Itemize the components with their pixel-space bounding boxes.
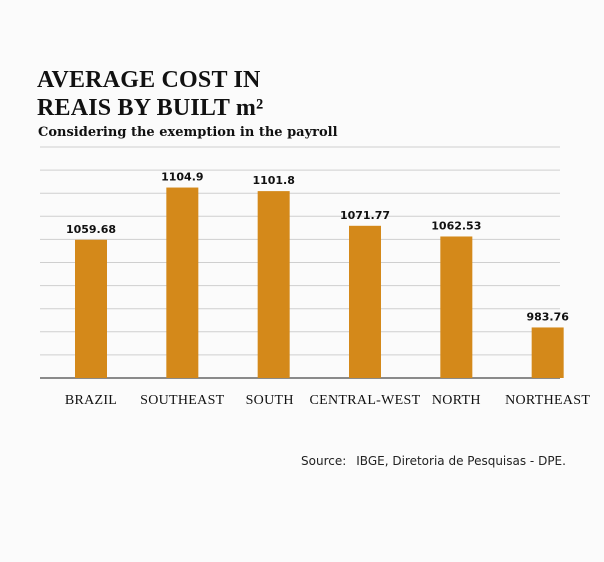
value-label: 1062.53	[431, 219, 481, 232]
value-label: 1059.68	[66, 223, 116, 236]
category-label: NORTH	[432, 393, 481, 408]
category-label: SOUTH	[246, 393, 294, 408]
value-label: 983.76	[526, 310, 569, 323]
value-labels: 1059.68 1104.9 1101.8 1071.77 1062.53 983.76	[66, 171, 569, 324]
category-label: NORTHEAST	[505, 393, 590, 408]
value-label: 1101.8	[252, 174, 294, 187]
value-label: 1104.9	[161, 171, 203, 184]
bar-north	[440, 236, 473, 378]
category-label: CENTRAL-WEST	[310, 393, 421, 408]
title-line-2: REAIS BY BUILT m²	[37, 95, 264, 121]
gridlines	[40, 146, 560, 379]
category-label: BRAZIL	[65, 393, 117, 408]
chart-title: AVERAGE COST IN REAIS BY BUILT m²	[37, 66, 263, 122]
value-label: 1071.77	[340, 209, 390, 222]
bar-northeast	[531, 327, 564, 378]
bar-south	[257, 191, 290, 378]
title-line-1: AVERAGE COST IN	[37, 67, 261, 93]
source-note: Source: IBGE, Diretoria de Pesquisas - DP…	[301, 454, 566, 468]
category-labels: BRAZIL SOUTHEAST SOUTH CENTRAL-WEST NORTH NOR…	[65, 393, 590, 408]
bar-southeast	[166, 187, 199, 378]
source-text: IBGE, Diretoria de Pesquisas - DPE.	[356, 454, 566, 468]
source-label: Source:	[301, 454, 347, 468]
chart-subtitle: Considering the exemption in the payroll	[38, 125, 338, 140]
bar-brazil	[75, 239, 107, 378]
bar-central-west	[349, 225, 381, 378]
category-label: SOUTHEAST	[140, 393, 225, 408]
bars	[75, 187, 564, 378]
